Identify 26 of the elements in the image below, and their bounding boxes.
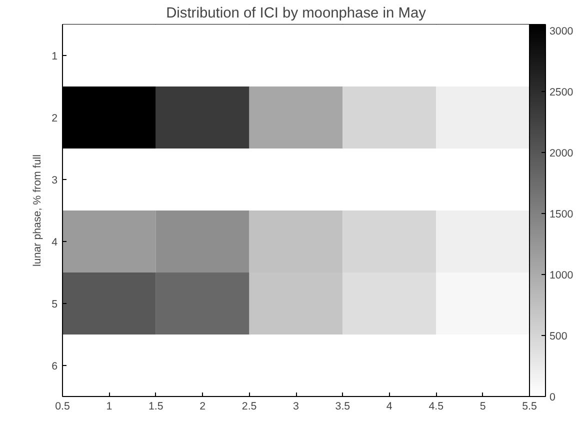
color-bar-label: 2000	[550, 148, 574, 160]
x-tick-label: 5.5	[522, 400, 537, 412]
chart-title: Distribution of ICI by moonphase in May	[166, 6, 427, 22]
x-tick-label: 2	[200, 400, 206, 412]
color-bar-label: 1000	[550, 270, 574, 282]
color-bar-label: 3000	[550, 26, 574, 38]
color-bar-label: 2500	[550, 86, 574, 99]
y-axis-title: lunar phase, % from full	[32, 154, 44, 266]
y-tick-label: 5	[52, 298, 58, 310]
y-tick-label: 1	[52, 50, 58, 62]
x-tick-label: 3.5	[335, 400, 350, 412]
y-tick-label: 4	[52, 236, 58, 248]
x-tick-label: 4.5	[428, 400, 444, 412]
x-tick-label: 1	[106, 400, 112, 412]
x-tick-label: 0.5	[55, 400, 70, 412]
color-bar-label: 0	[550, 392, 556, 404]
y-tick-label: 6	[52, 360, 58, 372]
x-tick-label: 5	[480, 400, 486, 412]
color-bar-label: 500	[550, 330, 568, 343]
x-tick-label: 4	[386, 400, 392, 412]
x-tick-label: 1.5	[148, 400, 164, 412]
y-tick-label: 3	[52, 174, 58, 186]
x-tick-label: 2.5	[242, 400, 257, 412]
x-tick-label: 3	[293, 400, 300, 412]
y-tick-label: 2	[52, 112, 58, 124]
color-bar-label: 1500	[550, 208, 574, 221]
